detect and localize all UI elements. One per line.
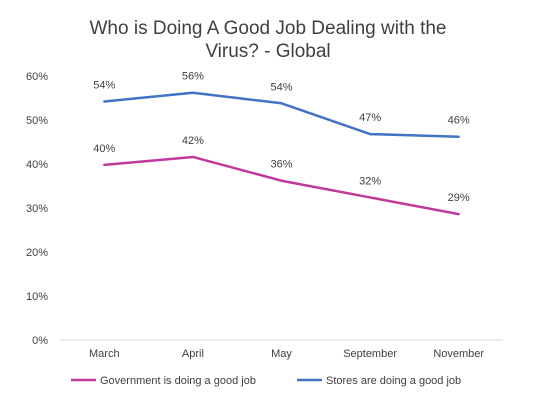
y-tick-label: 10%	[26, 291, 48, 303]
y-tick-label: 20%	[26, 247, 48, 259]
data-label: 56%	[182, 71, 204, 83]
data-label: 36%	[270, 159, 292, 171]
x-axis-ticks: March April May September November	[89, 348, 484, 360]
x-tick-label: March	[89, 348, 120, 360]
data-point	[368, 132, 372, 136]
data-point	[103, 163, 106, 167]
series-lines	[103, 91, 460, 216]
x-tick-label: April	[182, 348, 204, 360]
data-labels: 40% 42% 36% 32% 29% 54% 56% 54% 47% 46%	[93, 71, 470, 204]
y-tick-label: 60%	[26, 71, 48, 83]
data-label: 54%	[93, 80, 115, 92]
data-point	[457, 135, 460, 138]
y-tick-label: 0%	[32, 335, 48, 347]
data-point	[103, 100, 106, 103]
data-label: 47%	[359, 112, 381, 124]
y-tick-label: 30%	[26, 203, 48, 215]
data-point	[457, 212, 460, 216]
legend: Government is doing a good job Stores ar…	[71, 375, 461, 387]
data-label: 54%	[270, 81, 292, 93]
legend-label-government: Government is doing a good job	[100, 375, 256, 387]
series-line-1	[104, 91, 459, 138]
chart-title-line-1: Who is Doing A Good Job Dealing with the	[90, 18, 447, 39]
y-tick-label: 40%	[26, 159, 48, 171]
data-label: 32%	[359, 175, 381, 187]
y-tick-label: 50%	[26, 115, 48, 127]
y-axis-ticks: 0% 10% 20% 30% 40% 50% 60%	[26, 71, 48, 347]
data-point	[280, 102, 283, 105]
data-point	[280, 179, 283, 182]
data-label: 29%	[448, 192, 470, 204]
data-point	[191, 155, 195, 159]
x-tick-label: May	[271, 348, 292, 360]
data-point	[368, 196, 372, 199]
data-label: 42%	[182, 135, 204, 147]
x-tick-label: November	[433, 348, 484, 360]
legend-label-stores: Stores are doing a good job	[326, 375, 461, 387]
chart-title-line-2: Virus? - Global	[205, 41, 330, 62]
data-point	[191, 91, 195, 94]
x-tick-label: September	[343, 348, 397, 360]
data-label: 40%	[93, 143, 115, 155]
data-label: 46%	[448, 115, 470, 127]
